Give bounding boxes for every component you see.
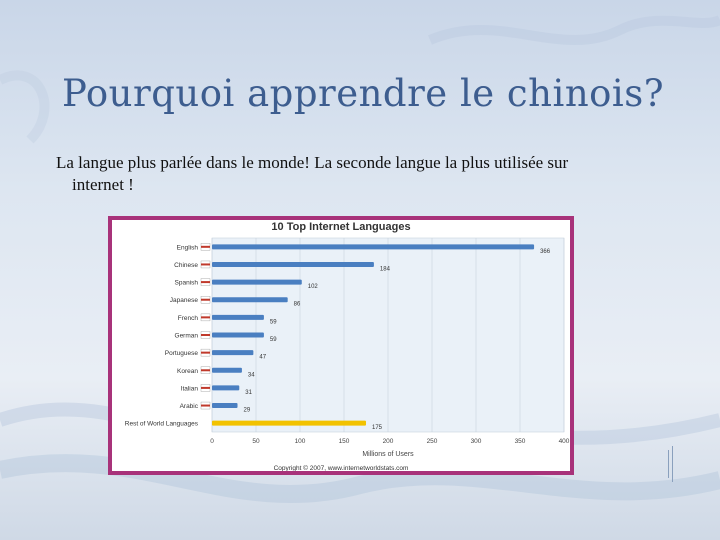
x-axis-label: Millions of Users — [362, 451, 414, 458]
bar — [212, 420, 366, 426]
flag-stripe — [201, 334, 210, 336]
data-label: 34 — [248, 372, 255, 378]
flag-stripe — [201, 245, 210, 248]
slide-body-text: La langue plus parlée dans le monde! La … — [56, 152, 656, 196]
slide-title: Pourquoi apprendre le chinois? — [62, 72, 665, 115]
category-label: Korean — [177, 368, 198, 375]
flag-stripe — [201, 351, 210, 354]
flag-stripe — [201, 316, 210, 319]
chart-footer: Copyright © 2007, www.internetworldstats… — [274, 464, 409, 471]
category-label: Chinese — [174, 262, 198, 269]
category-label: Portuguese — [165, 350, 199, 357]
data-label: 175 — [372, 425, 383, 431]
x-tick-label: 100 — [295, 438, 306, 445]
category-label: English — [177, 244, 199, 251]
x-tick-label: 50 — [252, 438, 260, 445]
category-label: Arabic — [180, 403, 199, 410]
bar — [212, 332, 264, 338]
flag-stripe — [201, 404, 210, 407]
flag-stripe — [201, 298, 210, 301]
x-tick-label: 350 — [515, 438, 526, 445]
decorative-line — [672, 446, 673, 482]
flag-stripe — [201, 369, 210, 372]
body-line-2: internet ! — [72, 175, 134, 194]
category-label: French — [178, 315, 199, 322]
data-label: 366 — [540, 249, 551, 255]
chart-title: 10 Top Internet Languages — [271, 221, 410, 233]
flag-stripe — [201, 263, 210, 266]
flag-stripe — [201, 386, 210, 389]
bar — [212, 314, 264, 320]
bar — [212, 350, 254, 356]
x-tick-label: 0 — [210, 438, 214, 445]
data-label: 184 — [380, 266, 391, 272]
data-label: 86 — [294, 302, 301, 308]
x-tick-label: 200 — [383, 438, 394, 445]
chart-frame: 10 Top Internet Languages 0 50 100 150 200 250… — [108, 216, 574, 475]
x-tick-label: 250 — [427, 438, 438, 445]
x-tick-label: 300 — [471, 438, 482, 445]
category-label: Rest of World Languages — [125, 421, 199, 428]
data-label: 31 — [245, 390, 252, 396]
bar-chart: 10 Top Internet Languages 0 50 100 150 200 250… — [125, 221, 570, 471]
bar — [212, 403, 238, 409]
category-label: Spanish — [175, 280, 199, 287]
data-label: 102 — [308, 284, 319, 290]
x-tick-label: 150 — [339, 438, 350, 445]
category-label: Japanese — [170, 297, 199, 304]
flag-stripe — [201, 281, 210, 284]
data-label: 59 — [270, 337, 277, 343]
data-label: 29 — [244, 408, 251, 414]
decorative-line — [668, 450, 669, 478]
body-line-1: La langue plus parlée dans le monde! La … — [56, 153, 569, 172]
bar — [212, 261, 374, 267]
x-tick-label: 400 — [559, 438, 570, 445]
bar — [212, 297, 288, 303]
bar — [212, 244, 535, 250]
bar — [212, 385, 240, 391]
data-label: 59 — [270, 319, 277, 325]
category-label: Italian — [181, 385, 199, 392]
category-label: German — [175, 333, 199, 340]
bar — [212, 279, 302, 285]
bar — [212, 367, 242, 373]
data-label: 47 — [259, 355, 266, 361]
